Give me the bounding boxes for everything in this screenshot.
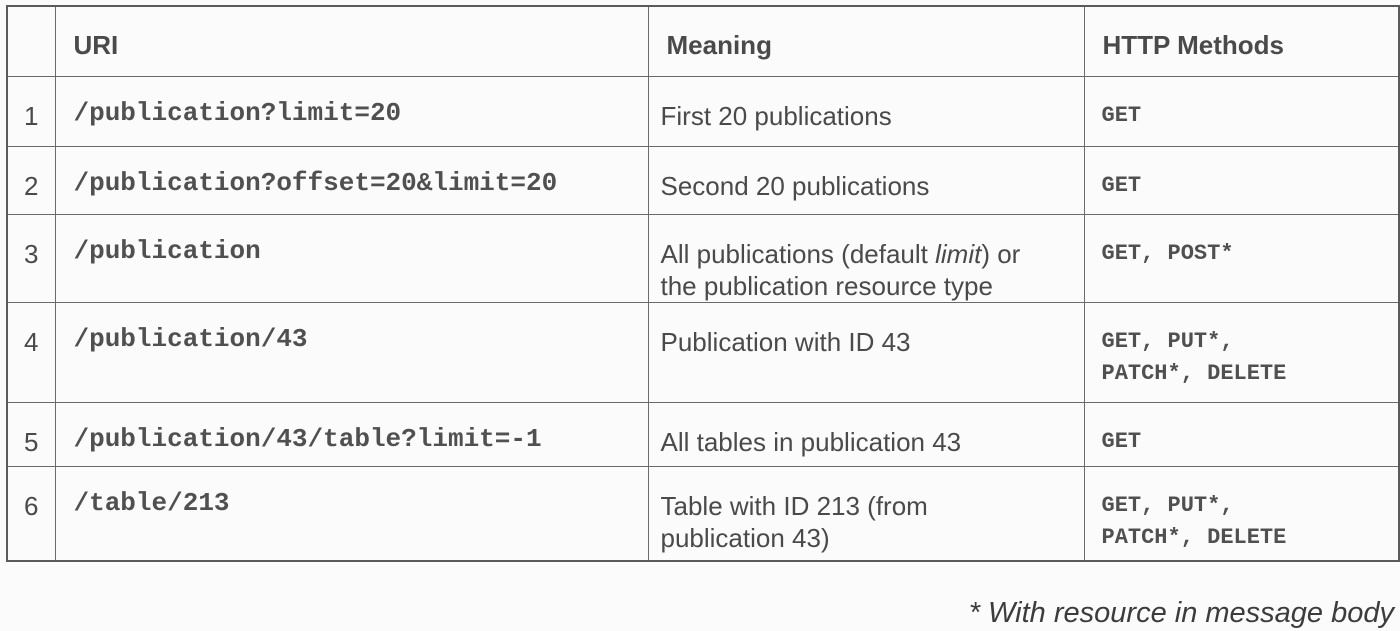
header-row: URI Meaning HTTP Methods	[6, 5, 1400, 77]
row-methods: GET, POST*	[1083, 213, 1400, 303]
row-meaning: Table with ID 213 (from publication 43)	[647, 465, 1085, 562]
row-uri: /publication/43	[54, 301, 649, 403]
header-methods: HTTP Methods	[1083, 5, 1400, 77]
table-row: 5 /publication/43/table?limit=-1 All tab…	[6, 401, 1400, 467]
row-uri: /publication?offset=20&limit=20	[54, 145, 649, 215]
meaning-text: ) or	[981, 238, 1021, 269]
row-index: 2	[6, 145, 56, 215]
row-index: 6	[6, 465, 56, 562]
methods-line: PATCH*, DELETE	[1101, 360, 1287, 386]
header-meaning: Meaning	[647, 5, 1085, 77]
meaning-text: Table with ID 213 (from	[660, 490, 928, 521]
footnote: * With resource in message body	[968, 597, 1394, 629]
methods-line: GET	[1101, 172, 1142, 198]
uri-table: URI Meaning HTTP Methods 1 /publication?…	[6, 5, 1400, 562]
table-row: 3 /publication All publications (default…	[6, 213, 1400, 303]
row-uri: /publication	[54, 213, 649, 303]
row-methods: GET	[1083, 401, 1400, 467]
meaning-text: All publications (default	[660, 238, 936, 269]
row-uri: /publication?limit=20	[54, 75, 649, 147]
header-uri: URI	[54, 5, 649, 77]
methods-line: GET, PUT*,	[1101, 328, 1234, 354]
row-methods: GET	[1083, 75, 1400, 147]
row-index: 3	[6, 213, 56, 303]
row-meaning: First 20 publications	[647, 75, 1085, 147]
row-methods: GET, PUT*, PATCH*, DELETE	[1083, 465, 1400, 562]
row-meaning: All tables in publication 43	[647, 401, 1085, 467]
methods-line: GET	[1101, 428, 1142, 454]
table-row: 1 /publication?limit=20 First 20 publica…	[6, 75, 1400, 147]
table-row: 4 /publication/43 Publication with ID 43…	[6, 301, 1400, 403]
row-meaning: Publication with ID 43	[647, 301, 1085, 403]
meaning-text: publication 43)	[660, 522, 830, 553]
row-methods: GET	[1083, 145, 1400, 215]
header-index	[6, 5, 56, 77]
row-uri: /publication/43/table?limit=-1	[54, 401, 649, 467]
row-index: 5	[6, 401, 56, 467]
methods-line: GET, POST*	[1101, 240, 1234, 266]
meaning-text: the publication resource type	[660, 270, 993, 301]
row-index: 1	[6, 75, 56, 147]
row-methods: GET, PUT*, PATCH*, DELETE	[1083, 301, 1400, 403]
row-meaning: Second 20 publications	[647, 145, 1085, 215]
row-uri: /table/213	[54, 465, 649, 562]
methods-line: GET	[1101, 102, 1142, 128]
row-index: 4	[6, 301, 56, 403]
table-row: 6 /table/213 Table with ID 213 (from publ…	[6, 465, 1400, 562]
row-meaning: All publications (default limit) or the p…	[647, 213, 1085, 303]
methods-line: GET, PUT*,	[1101, 492, 1234, 518]
meaning-italic-text: limit	[935, 238, 982, 269]
methods-line: PATCH*, DELETE	[1101, 524, 1287, 550]
table-row: 2 /publication?offset=20&limit=20 Second…	[6, 145, 1400, 215]
